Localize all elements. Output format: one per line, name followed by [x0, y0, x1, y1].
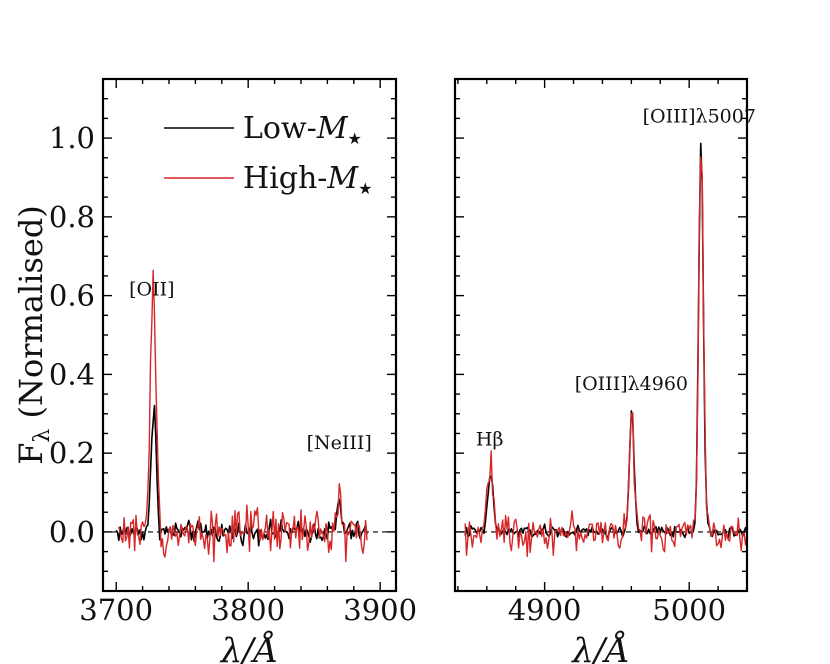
line-annotation: [NeIII] — [307, 432, 372, 454]
x-tick-label: 3900 — [343, 593, 417, 627]
spectrum-high-mass — [464, 156, 747, 558]
spectrum-high-mass — [118, 269, 368, 563]
y-tick-label: 0.8 — [49, 200, 95, 234]
axis-titles: λ/Å λ/Å Fλ (Normalised) — [12, 205, 630, 664]
x-tick-label: 3700 — [79, 593, 153, 627]
line-annotation: Hβ — [476, 428, 504, 450]
y-tick-label: 0.4 — [49, 357, 95, 391]
x-axis-title: λ/Å — [219, 630, 279, 664]
legend-label: Low-M★ — [243, 111, 362, 148]
x-axis-title: λ/Å — [570, 630, 630, 664]
right-panel-hbeta-oiii: 4900 5000 Hβ [OIII]λ4960 [OIII]λ5007 — [453, 77, 756, 627]
line-annotation: [OIII]λ5007 — [643, 105, 756, 127]
x-tick-label: 4900 — [508, 593, 582, 627]
line-annotation: [OIII]λ4960 — [575, 373, 688, 395]
line-annotation: [OII] — [129, 279, 174, 301]
legend: Low-M★ High-M★ — [164, 111, 372, 198]
y-tick-label: 0.2 — [49, 436, 95, 470]
y-axis-title: Fλ (Normalised) — [12, 205, 55, 465]
legend-label: High-M★ — [243, 161, 372, 198]
spectrum-low-mass — [115, 404, 368, 547]
y-tick-label: 0.6 — [49, 279, 95, 313]
x-tick-label: 5000 — [652, 593, 726, 627]
spectrum-low-mass — [464, 142, 747, 539]
left-panel-oii-neiii: 3700 3800 3900 0.0 0.2 0.4 0.6 0.8 1.0 [OII] [NeII… — [49, 77, 417, 627]
y-tick-label: 0.0 — [49, 515, 95, 549]
x-tick-label: 3800 — [211, 593, 285, 627]
y-tick-label: 1.0 — [49, 121, 95, 155]
